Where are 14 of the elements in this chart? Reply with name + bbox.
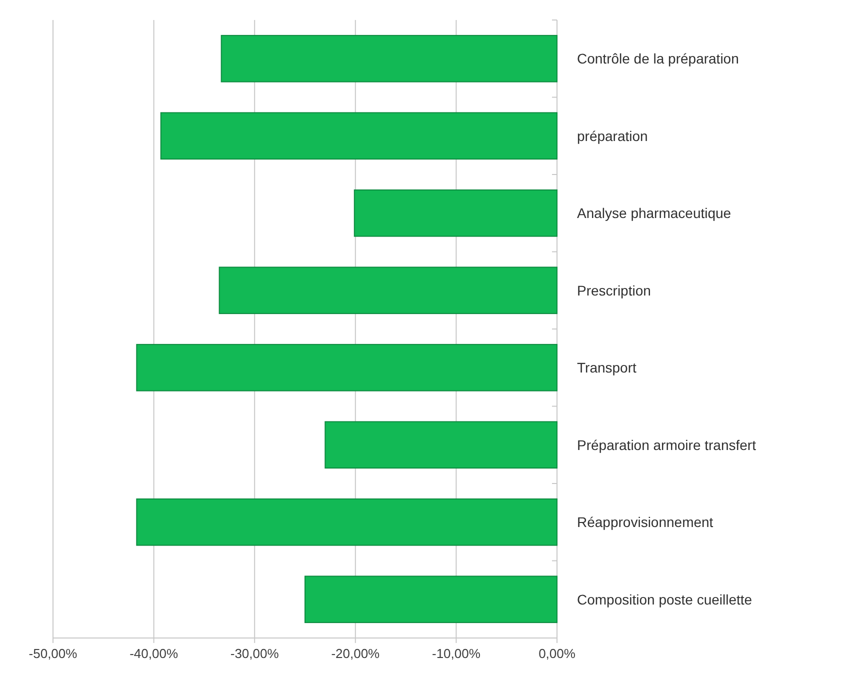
x-tick-label: -10,00% xyxy=(432,646,481,661)
x-tick-label: -20,00% xyxy=(331,646,380,661)
y-tick-label: Transport xyxy=(577,360,636,376)
x-tick-label: 0,00% xyxy=(538,646,576,661)
y-tick-label: Contrôle de la préparation xyxy=(577,50,739,67)
x-tick-label: -50,00% xyxy=(28,646,78,661)
y-tick-label: Composition poste cueillette xyxy=(577,591,752,608)
y-tick-label: préparation xyxy=(577,128,648,144)
y-tick-label: Analyse pharmaceutique xyxy=(577,205,732,222)
y-tick-label: Préparation armoire transfert xyxy=(577,436,756,453)
x-tick-label: -30,00% xyxy=(230,646,280,661)
y-tick-label: Prescription xyxy=(577,282,651,298)
x-tick-label: -40,00% xyxy=(130,646,178,661)
y-tick-label: Réapprovisionnement xyxy=(577,514,714,530)
